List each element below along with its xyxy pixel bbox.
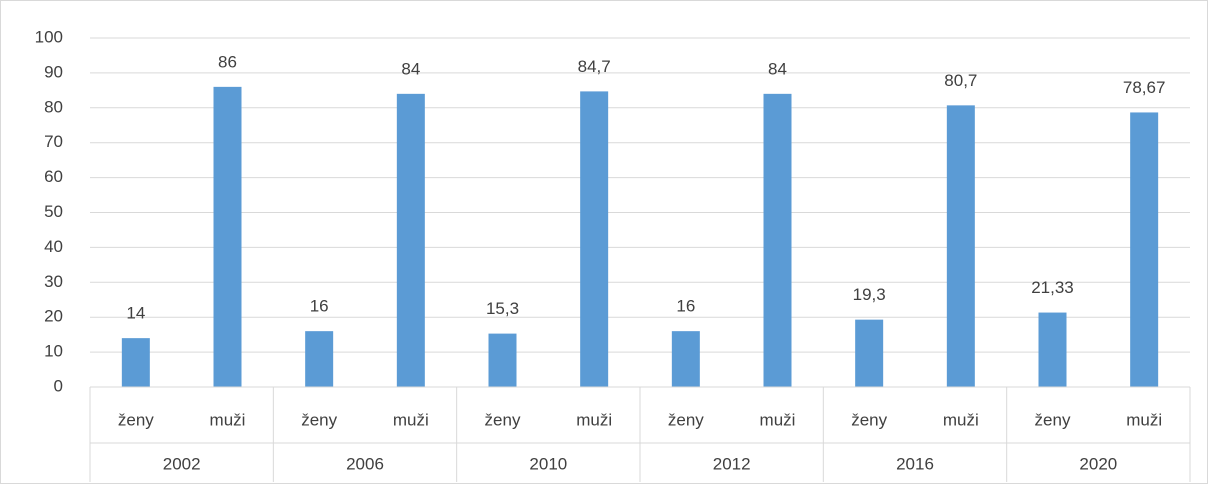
y-tick-label: 100 [35, 27, 63, 46]
group-label: 2006 [346, 454, 384, 473]
y-tick-label: 70 [44, 132, 63, 151]
x-tick-label: muži [1126, 410, 1162, 429]
y-tick-label: 30 [44, 272, 63, 291]
data-label: 84 [768, 59, 787, 78]
data-label: 21,33 [1031, 278, 1074, 297]
x-tick-label: ženy [301, 410, 337, 429]
bar [1038, 312, 1067, 387]
x-tick-label: muži [210, 410, 246, 429]
data-label: 16 [676, 297, 695, 316]
bar [580, 91, 609, 387]
bar [946, 105, 975, 388]
y-tick-label: 80 [44, 97, 63, 116]
y-tick-label: 40 [44, 237, 63, 256]
group-label: 2020 [1079, 454, 1117, 473]
data-label: 15,3 [486, 299, 519, 318]
y-tick-label: 60 [44, 167, 63, 186]
data-label: 16 [310, 297, 329, 316]
bar [305, 331, 334, 387]
x-tick-label: ženy [1035, 410, 1071, 429]
group-label: 2016 [896, 454, 934, 473]
bar [763, 93, 792, 387]
data-label: 84 [401, 59, 420, 78]
x-tick-label: ženy [851, 410, 887, 429]
x-tick-label: ženy [668, 410, 704, 429]
data-label: 80,7 [944, 71, 977, 90]
y-tick-label: 0 [54, 376, 63, 395]
data-label: 86 [218, 52, 237, 71]
x-tick-label: muži [943, 410, 979, 429]
y-tick-label: 90 [44, 62, 63, 81]
x-tick-label: muži [760, 410, 796, 429]
group-label: 2010 [529, 454, 567, 473]
bar [1130, 112, 1159, 387]
y-tick-label: 50 [44, 202, 63, 221]
bar [396, 93, 425, 387]
group-label: 2002 [163, 454, 201, 473]
x-tick-label: ženy [118, 410, 154, 429]
y-tick-label: 10 [44, 342, 63, 361]
bar [855, 319, 884, 387]
x-tick-label: ženy [485, 410, 521, 429]
data-label: 14 [126, 304, 145, 323]
x-tick-label: muži [393, 410, 429, 429]
group-label: 2012 [713, 454, 751, 473]
bar [671, 331, 700, 387]
bar [213, 86, 242, 388]
y-tick-label: 20 [44, 307, 63, 326]
bar [121, 338, 150, 387]
data-label: 78,67 [1123, 78, 1166, 97]
bar [488, 333, 517, 387]
data-label: 84,7 [578, 57, 611, 76]
data-label: 19,3 [853, 285, 886, 304]
x-tick-label: muži [576, 410, 612, 429]
